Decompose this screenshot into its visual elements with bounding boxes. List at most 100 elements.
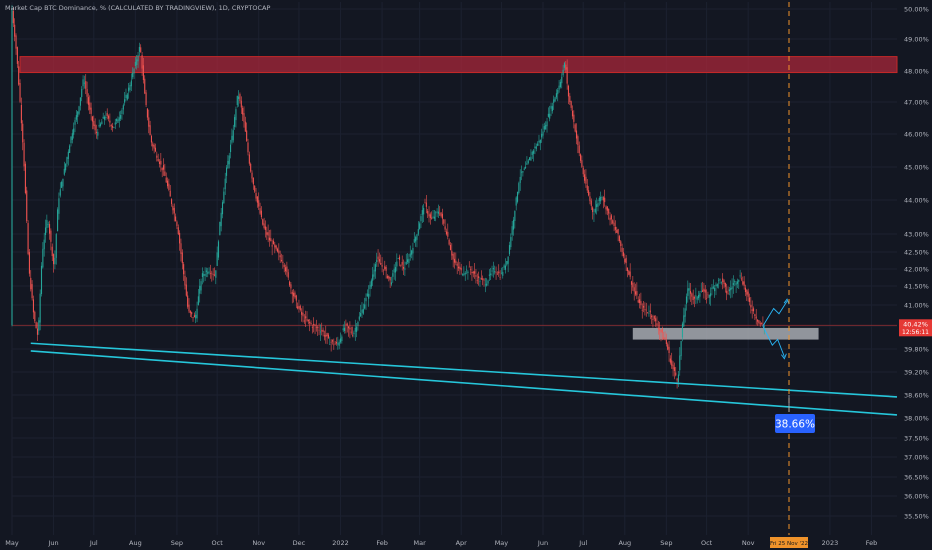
candle-body [630, 281, 633, 285]
candle-body [282, 261, 284, 263]
candle-body [122, 105, 124, 110]
candle-body [79, 97, 81, 106]
candle-body [626, 267, 629, 272]
candle-body [189, 311, 191, 313]
candle-body [702, 290, 704, 292]
candle-body [720, 282, 722, 283]
candle-body [687, 288, 689, 296]
candle-body [234, 117, 236, 127]
candle-body [168, 183, 170, 191]
candle-body [357, 321, 359, 327]
candle-body [368, 293, 370, 299]
candle-body [35, 322, 37, 329]
candle-body [584, 174, 586, 181]
candle-body [751, 309, 753, 311]
candle-body [402, 267, 405, 269]
resistance-zone[interactable] [19, 56, 898, 74]
candle-body [105, 117, 107, 118]
candle-body [274, 244, 276, 248]
candle-body [570, 101, 572, 108]
candle-body [339, 338, 342, 343]
candle-body [734, 280, 736, 283]
candle-body [716, 284, 718, 287]
candle-body [75, 115, 77, 120]
candle-body [89, 102, 91, 110]
candle-body [142, 65, 144, 80]
candle-body [478, 276, 480, 279]
trendline[interactable] [30, 350, 898, 416]
candle-body [59, 189, 61, 196]
candle-body [672, 364, 674, 370]
candle-body [156, 155, 158, 158]
candle-body [118, 117, 120, 121]
candle-body [113, 127, 115, 128]
candle-body [594, 208, 596, 213]
candle-body [416, 234, 418, 240]
candle-body [343, 327, 346, 331]
candle-body [736, 281, 738, 284]
candle-body [318, 329, 320, 331]
candle-body [262, 219, 264, 225]
candle-body [114, 122, 116, 125]
candle-body [63, 168, 65, 175]
time-tick-label: Jul [89, 539, 98, 547]
candle-body [388, 275, 390, 279]
candle-body [42, 248, 44, 268]
candle-body [714, 287, 716, 292]
candle-body [679, 355, 681, 371]
candle-body [600, 196, 602, 202]
candle-body [526, 163, 528, 165]
candle-body [370, 280, 372, 287]
candle-body [592, 207, 594, 213]
candle-body [684, 308, 686, 317]
candle-body [514, 210, 516, 221]
candle-body [329, 344, 331, 345]
candle-body [109, 120, 111, 123]
candle-body [415, 237, 417, 242]
candle-body [398, 256, 401, 260]
support-zone[interactable] [632, 327, 819, 340]
candle-body [486, 283, 488, 286]
candle-body [268, 237, 271, 241]
candle-body [447, 231, 449, 237]
candle-body [374, 264, 376, 272]
candle-body [327, 334, 330, 338]
candle-body [196, 308, 198, 319]
candle-body [153, 145, 155, 149]
trendline-layer[interactable] [30, 342, 898, 416]
candle-body [31, 284, 33, 299]
candle-body [531, 151, 533, 155]
trendline[interactable] [30, 342, 898, 398]
candle-body [176, 221, 178, 227]
time-axis[interactable]: May Jun Jul Aug Sep Oct Nov Dec 2022 Feb Mar Apr May… [5, 539, 877, 547]
candle-body [520, 171, 523, 173]
candle-body [401, 261, 403, 265]
candle-body [356, 326, 358, 332]
candle-body [593, 213, 595, 215]
candle-body [476, 280, 478, 281]
candle-body [93, 120, 95, 127]
candle-body [563, 62, 566, 68]
candle-body [747, 291, 749, 297]
candle-body [204, 273, 206, 277]
candle-body [193, 315, 195, 318]
candle-body [213, 274, 216, 276]
candle-body [419, 223, 421, 230]
candle-body [385, 267, 387, 271]
candle-body [179, 232, 181, 244]
candle-body [502, 271, 504, 276]
candle-body [464, 272, 466, 275]
candle-body [124, 99, 126, 103]
candle-body [373, 269, 375, 277]
candle-body [427, 211, 429, 214]
candle-body [742, 281, 744, 285]
candle-body [354, 327, 356, 332]
candle-body [715, 284, 717, 287]
candle-body [711, 287, 713, 290]
candle-body [53, 254, 55, 265]
candle-body [353, 332, 355, 335]
candle-body [32, 299, 35, 313]
candle-body [566, 67, 568, 84]
candle-body [498, 271, 500, 274]
